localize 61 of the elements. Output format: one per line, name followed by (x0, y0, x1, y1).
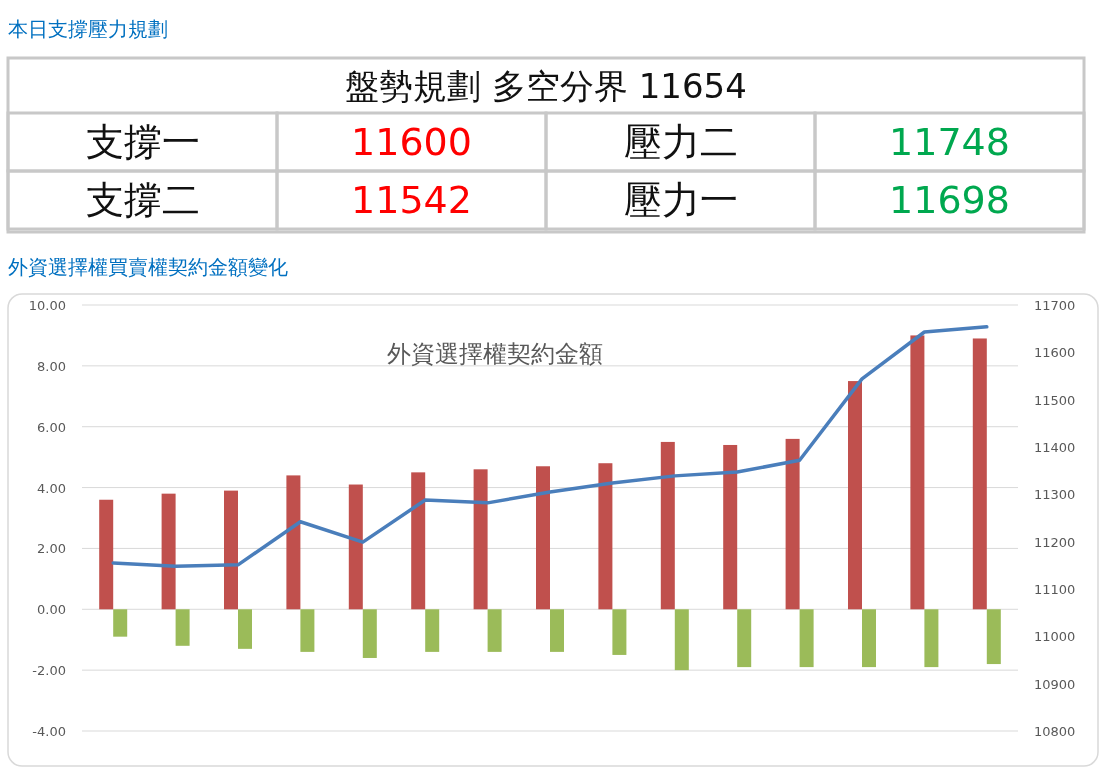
bar (113, 609, 128, 637)
bar (161, 493, 176, 610)
bar (972, 338, 987, 610)
y-tick-label: 6.00 (37, 419, 66, 435)
y2-tick-label: 10900 (1034, 676, 1076, 692)
bar (598, 463, 613, 610)
bar (924, 609, 939, 668)
text: 本日支撐壓力規劃 (8, 17, 168, 41)
y2-tick-label: 10800 (1034, 724, 1076, 739)
y2-tick-label: 11700 (1034, 298, 1076, 313)
y-tick-label: 2.00 (37, 541, 66, 557)
chart-title: 外資選擇權買賣權契約金額變化 (8, 255, 288, 279)
text: 盤勢規劃 多空分界 11654 (345, 66, 747, 106)
y2-tick-label: 11200 (1034, 534, 1076, 550)
text: 11698 (889, 178, 1010, 222)
text: 外資選擇權契約金額 (387, 340, 603, 368)
bar (348, 484, 363, 610)
text: 壓力二 (623, 120, 738, 164)
y2-tick-label: 11500 (1034, 392, 1076, 408)
bar (848, 381, 862, 610)
bar (487, 609, 502, 652)
y2-tick-label: 11600 (1034, 345, 1076, 361)
bar (986, 609, 1001, 665)
y2-tick-label: 11300 (1034, 487, 1076, 503)
line-series (111, 325, 989, 569)
text: 支撐一 (85, 120, 200, 164)
bar (238, 609, 252, 649)
bar (286, 475, 301, 610)
text: 11748 (889, 120, 1010, 164)
bar (862, 609, 876, 668)
text: 支撐二 (85, 178, 200, 222)
y2-tick-label: 11400 (1034, 440, 1076, 455)
bar (224, 490, 238, 610)
bar (723, 444, 738, 610)
text: 壓力一 (623, 178, 738, 222)
y-tick-label: -4.00 (32, 724, 66, 739)
bar (612, 609, 627, 655)
bar (425, 609, 440, 652)
bar (799, 609, 814, 668)
bar (536, 466, 550, 610)
bar (737, 609, 752, 668)
bar (674, 609, 689, 671)
bar (785, 438, 800, 610)
y-tick-label: 8.00 (37, 358, 66, 374)
bar (473, 469, 488, 610)
text: 11600 (351, 120, 472, 164)
y-tick-label: 0.00 (37, 602, 66, 618)
bar (175, 609, 190, 646)
bar (362, 609, 377, 658)
y-tick-label: 10.00 (28, 298, 66, 313)
bar (660, 441, 675, 610)
bar (910, 335, 925, 610)
y-tick-label: -2.00 (32, 663, 66, 679)
bar (300, 609, 315, 652)
bar (99, 499, 114, 610)
text: 11542 (351, 178, 472, 222)
bar (550, 609, 564, 652)
bar (411, 472, 426, 610)
y2-tick-label: 11000 (1034, 629, 1076, 645)
y2-tick-label: 11100 (1034, 582, 1076, 597)
y-tick-label: 4.00 (37, 480, 66, 496)
